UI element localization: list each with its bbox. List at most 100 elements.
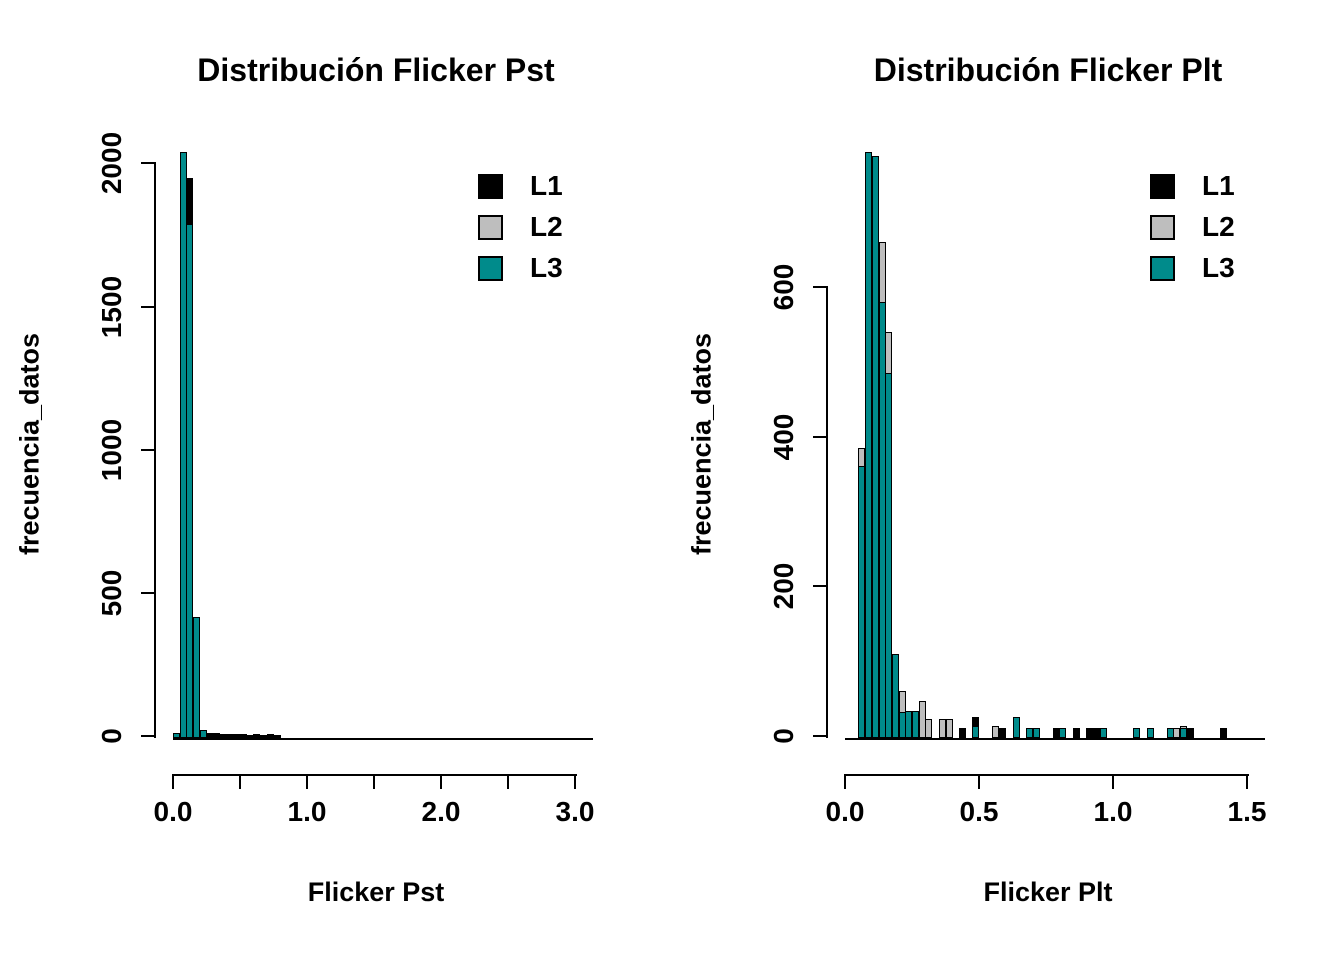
histogram-bar: [240, 734, 247, 738]
y-tick: [813, 585, 828, 588]
histogram-bar: [1093, 727, 1100, 738]
x-tick: [844, 774, 846, 789]
x-tick: [306, 774, 308, 789]
histogram-bar: [220, 733, 227, 738]
histogram-bar: [892, 653, 899, 738]
histogram-bar: [885, 372, 892, 738]
histogram-bar: [1059, 727, 1066, 738]
x-tick: [574, 774, 576, 789]
x-tick: [978, 774, 980, 789]
histogram-bar: [1073, 727, 1080, 738]
y-tick-label: 2000: [96, 132, 127, 195]
y-tick-label: 400: [768, 413, 799, 460]
y-tick-label: 1500: [96, 275, 127, 338]
x-tick-label: 3.0: [555, 796, 595, 827]
x-tick-label: 0.0: [825, 796, 865, 827]
x-axis-label: Flicker Pst: [307, 877, 445, 907]
histogram-bar: [1100, 727, 1107, 738]
histogram-bar: [1086, 727, 1093, 738]
x-tick-label: 0.5: [959, 796, 999, 827]
histogram-bar: [274, 734, 281, 738]
histogram-bar: [925, 718, 932, 738]
y-tick-label: 0: [768, 728, 799, 744]
y-tick: [141, 735, 156, 737]
y-tick: [813, 435, 828, 438]
legend-swatch-l3: [1150, 255, 1175, 281]
histogram-bar: [186, 223, 193, 738]
x-tick-label: 0.0: [153, 796, 193, 827]
legend-swatch-l2: [478, 214, 503, 240]
legend-item-l1: L1: [1150, 172, 1235, 200]
x-tick-label: 2.0: [421, 796, 461, 827]
y-tick-label: 0: [96, 728, 127, 744]
histogram-bar: [260, 734, 267, 738]
histogram-bar: [1133, 727, 1140, 738]
histogram-bar: [213, 733, 220, 738]
legend-swatch-l2: [1150, 214, 1175, 240]
histogram-bar: [1026, 727, 1033, 738]
y-axis-label: frecuencia_datos: [14, 332, 45, 556]
y-tick: [813, 735, 828, 737]
legend-label: L2: [530, 211, 563, 242]
legend-swatch-l1: [1150, 173, 1175, 199]
legend-item-l3: L3: [478, 252, 563, 283]
histogram-bar: [1220, 727, 1227, 738]
histogram-baseline: [173, 738, 593, 740]
legend-swatch-l1: [478, 173, 503, 199]
histogram-bar: [253, 734, 260, 738]
histogram-bar: [1147, 727, 1154, 738]
legend-label: L1: [530, 170, 563, 201]
histogram-bar: [1187, 727, 1194, 738]
x-axis-line: [173, 774, 577, 776]
histogram-bar: [999, 727, 1006, 738]
x-tick: [373, 774, 375, 789]
legend: L1 L2 L3: [1150, 172, 1235, 297]
y-tick: [813, 285, 828, 288]
histogram-bar: [858, 466, 865, 738]
panel-flicker-plt: Distribución Flicker Plt frecuencia_dato…: [672, 0, 1344, 960]
histogram-bar: [1033, 727, 1040, 738]
histogram-bar: [959, 727, 966, 738]
x-tick: [440, 774, 442, 789]
legend-label: L2: [1202, 211, 1235, 242]
histogram-bar: [233, 734, 240, 738]
histogram-bar: [992, 726, 999, 738]
histogram-bar: [912, 710, 919, 738]
x-tick-label: 1.0: [1093, 796, 1133, 827]
histogram-bar: [872, 155, 879, 738]
y-tick-label: 200: [768, 562, 799, 610]
histogram-bar: [193, 617, 200, 738]
histogram-bar: [267, 734, 274, 738]
legend-item-l3: L3: [1150, 252, 1235, 283]
y-tick-label: 600: [768, 263, 799, 311]
y-tick: [141, 162, 156, 165]
legend: L1 L2 L3: [478, 170, 563, 297]
histogram-baseline: [845, 738, 1265, 740]
x-tick: [1112, 774, 1114, 789]
y-tick-label: 500: [96, 569, 127, 617]
histogram-bar: [865, 152, 872, 738]
histogram-bar: [946, 718, 953, 738]
x-tick: [507, 774, 509, 789]
histogram-bar: [200, 729, 207, 738]
x-axis-line: [845, 774, 1249, 776]
histogram-bar: [1173, 727, 1180, 738]
x-tick-label: 1.0: [287, 796, 327, 827]
y-tick: [141, 305, 156, 308]
y-axis-line: [826, 286, 828, 738]
histogram-bar: [1180, 727, 1187, 738]
histogram-bar: [905, 710, 912, 738]
legend-swatch-l3: [478, 255, 503, 281]
legend-item-l1: L1: [478, 170, 563, 201]
x-axis-label: Flicker Plt: [983, 877, 1113, 907]
x-tick: [1246, 774, 1248, 789]
legend-label: L3: [1202, 252, 1235, 283]
histogram-bar: [1013, 717, 1020, 738]
panel-flicker-pst: Distribución Flicker Pst frecuencia_dato…: [14, 52, 595, 907]
histogram-bar: [173, 733, 180, 738]
legend-label: L3: [530, 252, 563, 283]
legend-item-l2: L2: [1150, 211, 1235, 242]
x-tick-label: 1.5: [1227, 796, 1267, 827]
page-title: Distribución Flicker Pst: [197, 52, 555, 88]
